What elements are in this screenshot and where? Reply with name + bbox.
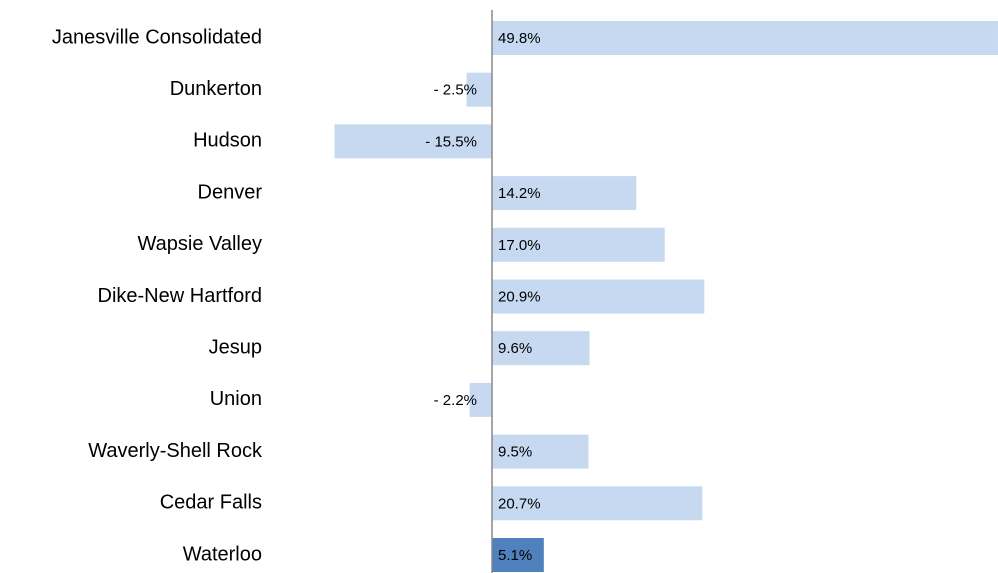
value-label: 9.5% [498, 444, 532, 461]
bar [492, 486, 703, 521]
value-label: - 15.5% [425, 133, 477, 150]
bar [492, 434, 589, 469]
bar [334, 124, 492, 159]
category-label: Waterloo [183, 543, 262, 565]
category-label: Wapsie Valley [138, 233, 263, 255]
category-label: Jesup [209, 336, 262, 358]
bar [466, 72, 492, 107]
bar [469, 382, 492, 417]
bar [492, 21, 998, 55]
category-label: Denver [198, 181, 263, 203]
value-label: 20.9% [498, 288, 541, 305]
value-label: 14.2% [498, 185, 541, 202]
value-label: 17.0% [498, 237, 541, 254]
category-label: Dunkerton [170, 78, 262, 100]
bar [492, 279, 705, 314]
value-label: - 2.5% [434, 82, 477, 99]
category-label: Hudson [193, 130, 262, 152]
category-label: Janesville Consolidated [52, 26, 262, 48]
bar [492, 227, 665, 262]
value-label: - 2.2% [434, 392, 477, 409]
category-label: Union [210, 388, 262, 410]
value-label: 5.1% [498, 547, 532, 564]
bar [492, 176, 637, 211]
bar [492, 331, 590, 366]
value-label: 9.6% [498, 340, 532, 357]
category-label: Waverly-Shell Rock [88, 440, 263, 462]
category-label: Cedar Falls [160, 492, 262, 514]
category-label: Dike-New Hartford [98, 285, 262, 307]
value-label: 49.8% [498, 30, 541, 47]
bar [492, 538, 544, 572]
value-label: 20.7% [498, 495, 541, 512]
